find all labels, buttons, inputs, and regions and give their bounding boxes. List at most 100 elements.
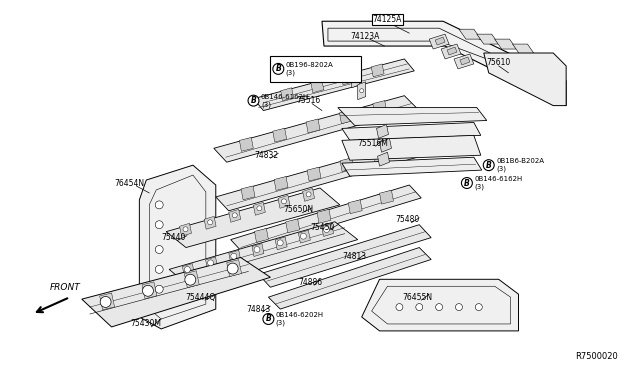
Text: 75444Q: 75444Q — [186, 293, 216, 302]
Polygon shape — [380, 138, 392, 152]
Polygon shape — [454, 54, 474, 69]
Text: B: B — [251, 96, 257, 105]
Text: FRONT: FRONT — [49, 283, 80, 292]
Circle shape — [227, 263, 238, 274]
Polygon shape — [338, 108, 487, 125]
Polygon shape — [285, 219, 300, 233]
Polygon shape — [459, 29, 481, 39]
Polygon shape — [268, 247, 431, 309]
Circle shape — [156, 246, 163, 253]
Circle shape — [476, 304, 483, 311]
Text: 0B146-6162H
(3): 0B146-6162H (3) — [261, 94, 309, 108]
Text: 76455N: 76455N — [402, 293, 433, 302]
Polygon shape — [339, 110, 353, 124]
Text: B: B — [464, 179, 470, 187]
Polygon shape — [278, 195, 290, 208]
Circle shape — [416, 304, 423, 311]
Polygon shape — [184, 271, 199, 288]
Polygon shape — [342, 157, 482, 176]
Text: 75610: 75610 — [486, 58, 511, 67]
FancyBboxPatch shape — [270, 56, 361, 82]
Polygon shape — [441, 44, 461, 59]
Text: 74123A: 74123A — [350, 32, 380, 41]
Polygon shape — [275, 237, 287, 250]
Polygon shape — [205, 257, 218, 270]
Polygon shape — [342, 135, 481, 160]
Polygon shape — [341, 72, 354, 85]
Polygon shape — [227, 260, 241, 276]
Polygon shape — [273, 128, 287, 142]
Circle shape — [156, 221, 163, 229]
Circle shape — [183, 227, 188, 232]
Polygon shape — [460, 57, 470, 65]
Polygon shape — [228, 209, 241, 222]
Polygon shape — [169, 222, 358, 289]
Circle shape — [282, 199, 287, 204]
Circle shape — [273, 63, 284, 74]
Circle shape — [143, 285, 154, 296]
Polygon shape — [298, 230, 310, 243]
Text: B: B — [486, 161, 492, 170]
Polygon shape — [484, 53, 566, 106]
Text: B: B — [275, 64, 281, 73]
Polygon shape — [274, 177, 288, 190]
Polygon shape — [447, 47, 457, 55]
Text: 75430M: 75430M — [131, 320, 162, 328]
Text: 75450: 75450 — [311, 223, 335, 232]
Polygon shape — [259, 225, 431, 287]
Polygon shape — [371, 64, 384, 77]
Circle shape — [156, 285, 163, 293]
Polygon shape — [311, 80, 324, 93]
Circle shape — [257, 206, 262, 211]
Polygon shape — [142, 282, 157, 299]
Circle shape — [456, 304, 463, 311]
Polygon shape — [230, 185, 421, 253]
Circle shape — [354, 77, 358, 81]
Text: 76454N: 76454N — [115, 179, 145, 187]
Text: 74832: 74832 — [254, 151, 278, 160]
Circle shape — [207, 220, 212, 225]
Polygon shape — [253, 202, 266, 215]
Polygon shape — [100, 293, 115, 310]
Text: 0B146-6162H
(3): 0B146-6162H (3) — [474, 176, 523, 190]
Circle shape — [248, 95, 259, 106]
Polygon shape — [303, 188, 314, 201]
Circle shape — [207, 260, 214, 266]
Polygon shape — [241, 186, 255, 200]
Polygon shape — [239, 137, 253, 151]
Polygon shape — [352, 70, 360, 88]
Polygon shape — [307, 167, 321, 181]
Text: R7500020: R7500020 — [575, 352, 618, 361]
Circle shape — [184, 267, 190, 273]
Polygon shape — [281, 88, 294, 101]
Text: 74813: 74813 — [342, 252, 367, 261]
Polygon shape — [306, 119, 320, 133]
Circle shape — [306, 192, 311, 197]
Polygon shape — [140, 165, 216, 329]
Text: 0B146-6202H
(3): 0B146-6202H (3) — [276, 312, 324, 326]
Circle shape — [156, 201, 163, 209]
Circle shape — [231, 253, 237, 259]
Text: 75516: 75516 — [296, 96, 320, 105]
Polygon shape — [435, 37, 445, 45]
Polygon shape — [82, 257, 270, 327]
Polygon shape — [182, 264, 195, 276]
Polygon shape — [477, 34, 499, 44]
Polygon shape — [513, 44, 534, 54]
Polygon shape — [204, 217, 216, 229]
Circle shape — [277, 240, 283, 246]
Polygon shape — [322, 21, 566, 106]
Text: 74843: 74843 — [246, 305, 271, 314]
Polygon shape — [373, 100, 387, 115]
Polygon shape — [214, 96, 417, 162]
Polygon shape — [380, 190, 394, 204]
Polygon shape — [348, 200, 362, 214]
Polygon shape — [429, 34, 449, 49]
Polygon shape — [378, 152, 390, 166]
Circle shape — [483, 160, 494, 171]
Polygon shape — [362, 279, 518, 331]
Text: 75440: 75440 — [161, 233, 186, 242]
Circle shape — [263, 314, 274, 324]
Polygon shape — [252, 244, 264, 256]
Text: 74125A: 74125A — [373, 15, 402, 24]
